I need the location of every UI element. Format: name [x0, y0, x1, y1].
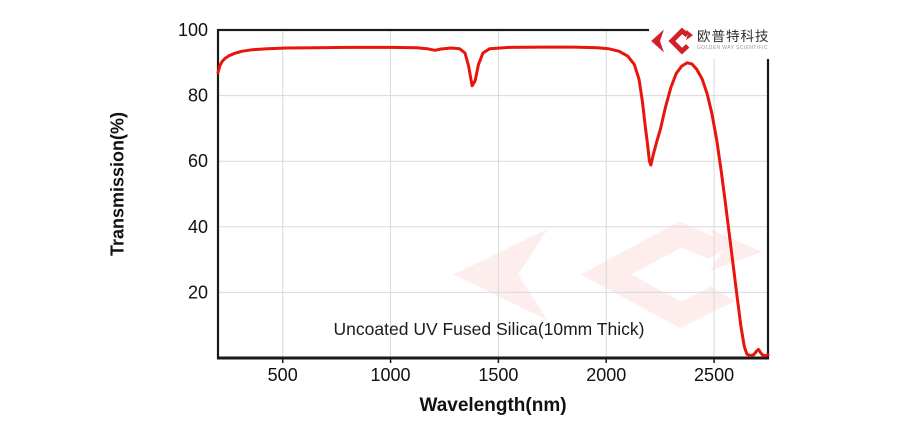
- jc-logo-icon: [649, 26, 693, 56]
- brand-name-en: GOLDEN WAY SCIENTIFIC: [697, 44, 768, 51]
- svg-text:80: 80: [188, 86, 208, 106]
- svg-text:2500: 2500: [694, 365, 734, 385]
- svg-text:500: 500: [268, 365, 298, 385]
- svg-text:100: 100: [178, 20, 208, 40]
- jc-watermark-icon: [453, 229, 762, 320]
- tick-labels: 20 40 60 80 100 500 1000 1500 2000 2500: [178, 20, 734, 385]
- brand-logo: 欧普特科技 GOLDEN WAY SCIENTIFIC: [649, 22, 775, 59]
- svg-text:40: 40: [188, 217, 208, 237]
- svg-text:1000: 1000: [371, 365, 411, 385]
- svg-text:1500: 1500: [478, 365, 518, 385]
- transmission-curve: [216, 45, 770, 358]
- svg-text:20: 20: [188, 282, 208, 302]
- x-axis-title: Wavelength(nm): [419, 395, 567, 416]
- svg-text:60: 60: [188, 151, 208, 171]
- svg-text:2000: 2000: [586, 365, 626, 385]
- chart-annotation: Uncoated UV Fused Silica(10mm Thick): [333, 319, 645, 339]
- brand-name-cn: 欧普特科技: [697, 29, 770, 45]
- axes: [216, 28, 770, 363]
